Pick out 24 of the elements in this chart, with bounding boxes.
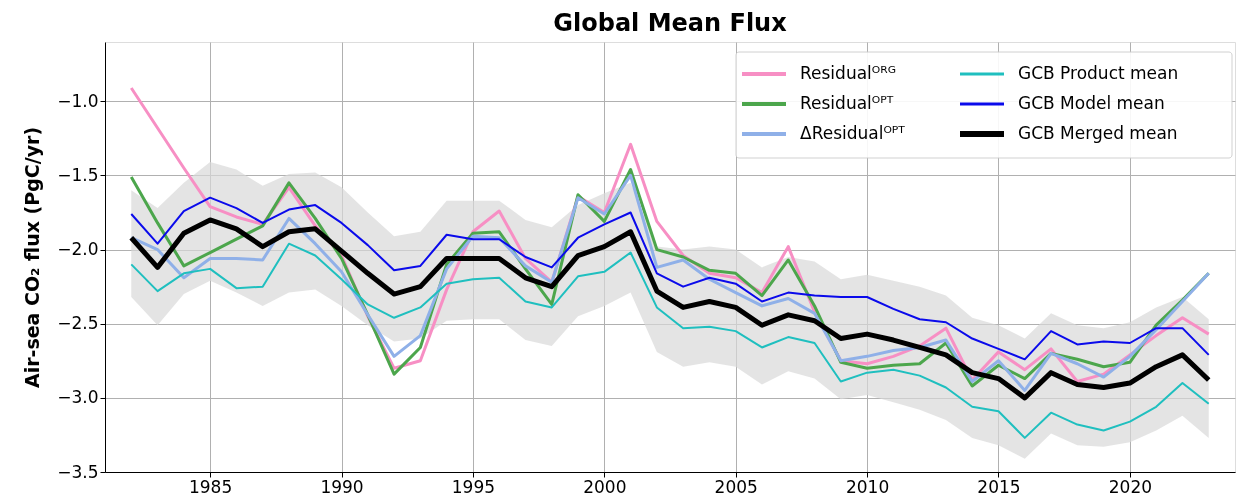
y-tick-label: −1.5 [57,164,99,185]
y-tick-label: −3.5 [57,461,99,482]
x-tick-label: 2005 [714,476,758,497]
legend-label: Residualᴼᴿᴳ [800,63,896,83]
legend-label: Residualᴼᴾᵀ [800,93,894,113]
line-series [130,196,1210,361]
y-tick-label: −2.0 [57,239,99,260]
y-tick-label: −3.0 [57,387,99,408]
x-tick-label: 1995 [451,476,496,497]
legend-label: ΔResidualᴼᴾᵀ [800,123,906,143]
chart-title: Global Mean Flux [553,9,788,37]
y-tick-label: −2.5 [57,313,99,334]
x-tick-label: 2000 [583,476,627,497]
x-tick-label: 2015 [977,476,1021,497]
y-axis-title: Air-sea CO₂ flux (PgC/yr) [21,126,44,389]
x-tick-label: 2020 [1108,476,1153,497]
line-series [130,242,1210,439]
x-tick-label: 1990 [320,476,364,497]
legend-label: GCB Product mean [1018,63,1179,83]
x-tick-label: 1985 [188,476,233,497]
y-tick-label: −1.0 [57,90,99,111]
legend-label: GCB Merged mean [1018,123,1178,143]
x-tick-label: 2010 [845,476,890,497]
legend-label: GCB Model mean [1018,93,1165,113]
